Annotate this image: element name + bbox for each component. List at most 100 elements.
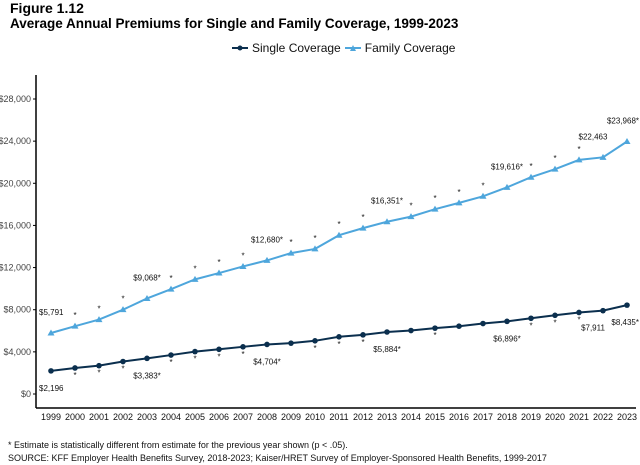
data-label: $7,911 [581,324,605,333]
data-point [287,249,295,256]
data-label: $6,896* [493,334,521,343]
significance-asterisk: * [577,145,580,154]
x-tick-label: 2016 [449,412,469,422]
data-point [599,153,607,160]
y-tick-label: $20,000 [0,178,31,188]
data-point [215,269,223,276]
significance-asterisk: * [433,331,436,340]
legend-marker-family [344,45,361,51]
significance-asterisk: * [217,352,220,361]
x-tick-label: 2006 [209,412,229,422]
legend-item-family: Family Coverage [344,41,456,55]
data-point [360,332,366,338]
data-point [144,355,150,362]
data-label: $3,383* [133,371,161,380]
chart-title: Average Annual Premiums for Single and F… [10,16,459,31]
x-tick-label: 2005 [185,412,205,422]
y-tick-label: $4,000 [3,347,31,357]
data-point [431,205,439,212]
data-point [576,309,582,316]
data-label: $19,616* [491,162,523,171]
data-point [407,213,415,220]
source-note: SOURCE: KFF Employer Health Benefits Sur… [8,453,547,463]
significance-asterisk: * [553,154,556,163]
data-point [503,183,511,190]
significance-asterisk: * [313,234,316,243]
significance-asterisk: * [313,344,316,353]
data-point [504,318,510,325]
significance-asterisk: * [529,162,532,171]
data-point [432,325,438,331]
data-label: $2,196 [39,384,64,393]
data-label: $8,435* [611,318,639,327]
x-tick-label: 2021 [569,412,589,422]
significance-asterisk: * [97,369,100,378]
significance-asterisk: * [361,213,364,222]
x-tick-label: 2012 [353,412,373,422]
legend-label-family: Family Coverage [364,41,456,55]
significance-asterisk: * [361,338,364,347]
data-point [120,358,126,365]
significance-asterisk: * [121,365,124,374]
data-point [71,322,79,329]
significance-asterisk: * [169,274,172,283]
significance-asterisk: * [241,251,244,260]
data-label: $5,791 [39,308,64,317]
x-tick-label: 2014 [401,412,421,422]
legend-label-single: Single Coverage [252,41,341,55]
data-point [96,362,102,369]
x-tick-label: 2002 [113,412,133,422]
data-point [47,329,55,336]
significance-asterisk: * [481,181,484,190]
data-point [240,344,246,350]
significance-asterisk: * [73,311,76,320]
data-point [216,346,222,353]
data-point [551,165,559,172]
x-tick-label: 2013 [377,412,397,422]
y-tick-label: $12,000 [0,263,31,273]
x-tick-label: 2015 [425,412,445,422]
x-tick-label: 1999 [41,412,61,422]
significance-asterisk: * [97,305,100,314]
significance-asterisk: * [577,315,580,324]
significance-asterisk: * [433,194,436,203]
data-point [191,275,199,282]
x-tick-label: 2010 [305,412,325,422]
data-point [624,302,630,308]
data-point [600,307,606,314]
x-tick-label: 2017 [473,412,493,422]
x-tick-label: 2001 [89,412,109,422]
legend-item-single: Single Coverage [232,41,341,55]
data-point [479,192,487,199]
x-tick-label: 2022 [593,412,613,422]
data-label: $23,968* [607,116,639,125]
data-point [263,256,271,263]
significance-asterisk: * [289,238,292,247]
data-point [72,365,78,371]
x-tick-label: 2023 [617,412,637,422]
x-tick-label: 2011 [329,412,348,422]
data-point [552,312,558,319]
data-point [575,156,583,163]
data-point [143,294,151,301]
data-point [336,334,342,340]
data-point [312,338,318,344]
figure-label: Figure 1.12 [10,0,84,16]
data-point [288,340,294,346]
x-tick-label: 2008 [257,412,277,422]
significance-asterisk: * [217,258,220,267]
footnote: * Estimate is statistically different fr… [8,440,348,450]
significance-asterisk: * [553,318,556,327]
data-label: $16,351* [371,197,403,206]
data-point [311,245,319,252]
data-point [383,218,391,225]
significance-asterisk: * [241,350,244,359]
significance-asterisk: * [73,371,76,380]
data-point [167,285,175,292]
y-tick-label: $8,000 [3,305,31,315]
data-point [623,137,631,144]
significance-asterisk: * [193,264,196,273]
x-tick-label: 2003 [137,412,157,422]
y-tick-label: $0 [21,389,31,399]
x-tick-label: 2009 [281,412,301,422]
